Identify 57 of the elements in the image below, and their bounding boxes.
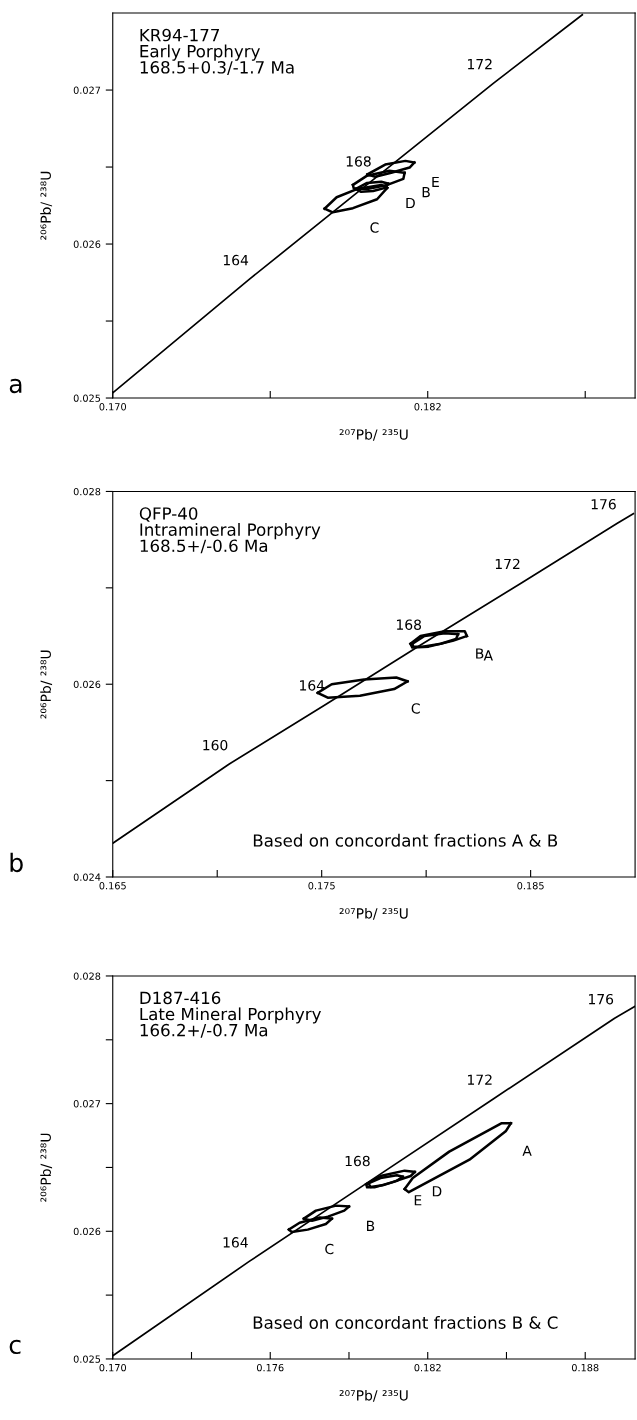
- annotation: 164: [300, 680, 325, 691]
- text: QFP-40 Intramineral Porphyry 168.5+/-0.6 Ma: [139, 507, 321, 554]
- y-tick-label: 0.024: [73, 873, 101, 881]
- y-tick-label: 0.026: [73, 240, 101, 248]
- x-tick-label: 0.182: [414, 1363, 441, 1372]
- x-axis-title: ²⁰⁷Pb/ ²³⁵U: [339, 428, 408, 441]
- annotation: 160: [203, 739, 228, 751]
- y-axis-title: ²⁰⁶Pb/ ²³⁸U: [40, 1133, 53, 1202]
- x-tick-label: 0.182: [414, 403, 441, 411]
- y-axis-title: ²⁰⁶Pb/ ²³⁸U: [40, 650, 53, 719]
- annotation: 172: [495, 558, 520, 570]
- annotation: B: [367, 1220, 375, 1231]
- annotation: 172: [467, 58, 492, 70]
- annotation: A: [483, 650, 493, 661]
- y-tick-label: 0.025: [73, 1355, 101, 1363]
- text: c: [9, 1339, 21, 1355]
- annotation: 176: [591, 498, 616, 510]
- annotation: 164: [223, 1237, 248, 1248]
- y-tick-label: 0.026: [73, 680, 101, 689]
- y-tick-label: 0.028: [73, 972, 101, 980]
- text: a: [9, 378, 22, 394]
- annotation: B: [476, 648, 484, 659]
- annotation: 168: [345, 1155, 370, 1167]
- x-tick-label: 0.170: [99, 403, 127, 411]
- annotation: 164: [223, 254, 249, 266]
- x-tick-label: 0.188: [571, 1363, 599, 1372]
- text: D187-416 Late Mineral Porphyry 166.2+/-0.7 Ma: [140, 991, 321, 1038]
- y-axis-title: ²⁰⁶Pb/ ²³⁸U: [40, 171, 53, 240]
- annotation: A: [522, 1145, 532, 1156]
- annotation: C: [411, 703, 420, 714]
- y-tick-label: 0.026: [73, 1227, 101, 1236]
- annotation: Based on concordant fractions B & C: [253, 1316, 558, 1329]
- x-tick-label: 0.176: [256, 1363, 284, 1372]
- annotation: D: [406, 198, 415, 209]
- annotation: E: [432, 176, 439, 188]
- annotation: 168: [346, 156, 371, 167]
- annotation: 172: [467, 1074, 492, 1085]
- annotation: 168: [396, 619, 422, 630]
- annotation: D: [432, 1186, 442, 1197]
- x-tick-label: 0.165: [99, 882, 126, 890]
- text: b: [10, 852, 23, 873]
- x-axis-title: ²⁰⁷Pb/ ²³⁵U: [339, 1389, 408, 1402]
- x-tick-label: 0.170: [99, 1363, 127, 1372]
- annotation: B: [422, 187, 430, 198]
- y-tick-label: 0.028: [73, 487, 101, 496]
- annotation: C: [325, 1243, 334, 1255]
- annotation: Based on concordant fractions A & B: [253, 833, 558, 847]
- annotation: C: [370, 222, 379, 233]
- x-tick-label: 0.175: [308, 882, 335, 890]
- x-tick-label: 0.185: [517, 882, 544, 890]
- annotation: E: [414, 1195, 422, 1206]
- text: KR94-177 Early Porphyry 168.5+0.3/-1.7 Ma: [140, 28, 294, 75]
- y-tick-label: 0.025: [73, 394, 101, 402]
- y-tick-label: 0.027: [73, 86, 101, 94]
- x-axis-title: ²⁰⁷Pb/ ²³⁵U: [339, 907, 408, 920]
- y-tick-label: 0.027: [73, 1100, 101, 1108]
- annotation: 176: [589, 993, 614, 1005]
